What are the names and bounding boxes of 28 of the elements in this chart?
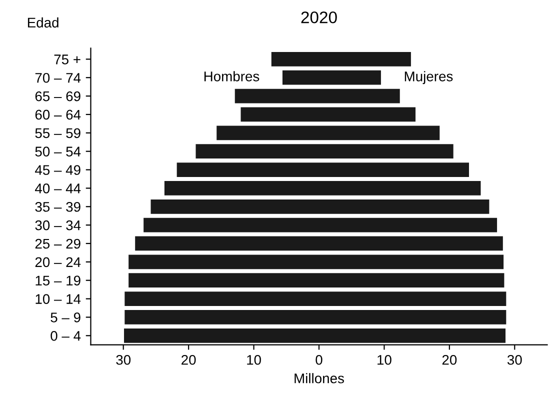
x-axis-title: Millones	[294, 373, 344, 384]
y-tick-label: 75 +	[54, 54, 80, 64]
x-tick-label: 10	[247, 354, 261, 365]
y-tick-label: 55 – 59	[35, 128, 80, 138]
x-tick-label: 10	[378, 354, 392, 365]
y-tick-label: 25 – 29	[35, 238, 80, 249]
y-tick-label: 65 – 69	[35, 91, 80, 102]
y-tick-label: 20 – 24	[35, 257, 81, 268]
y-tick-label: 70 – 74	[35, 72, 81, 83]
y-tick-label: 0 – 4	[50, 330, 81, 341]
x-tick-label: 30	[116, 354, 131, 365]
series-label: Mujeres	[404, 71, 453, 84]
chart-title: 2020	[301, 11, 337, 24]
y-tick-label: 50 – 54	[35, 146, 81, 157]
y-tick-label: 5 – 9	[50, 312, 80, 322]
y-tick-label: 35 – 39	[35, 202, 80, 212]
y-tick-label: 10 – 14	[36, 294, 81, 304]
x-tick-label: 20	[182, 354, 196, 365]
y-tick-label: 60 – 64	[35, 110, 81, 120]
y-tick-label: 40 – 44	[35, 184, 81, 194]
y-tick-label: 15 – 19	[36, 276, 80, 286]
y-tick-label: 45 – 49	[35, 165, 80, 175]
y-tick-label: 30 – 34	[35, 220, 81, 230]
x-tick-label: 20	[442, 354, 457, 365]
y-axis-title: Edad	[28, 17, 58, 28]
x-tick-label: 0	[316, 354, 322, 365]
x-tick-label: 30	[507, 354, 522, 365]
series-label: Hombres	[204, 71, 260, 82]
